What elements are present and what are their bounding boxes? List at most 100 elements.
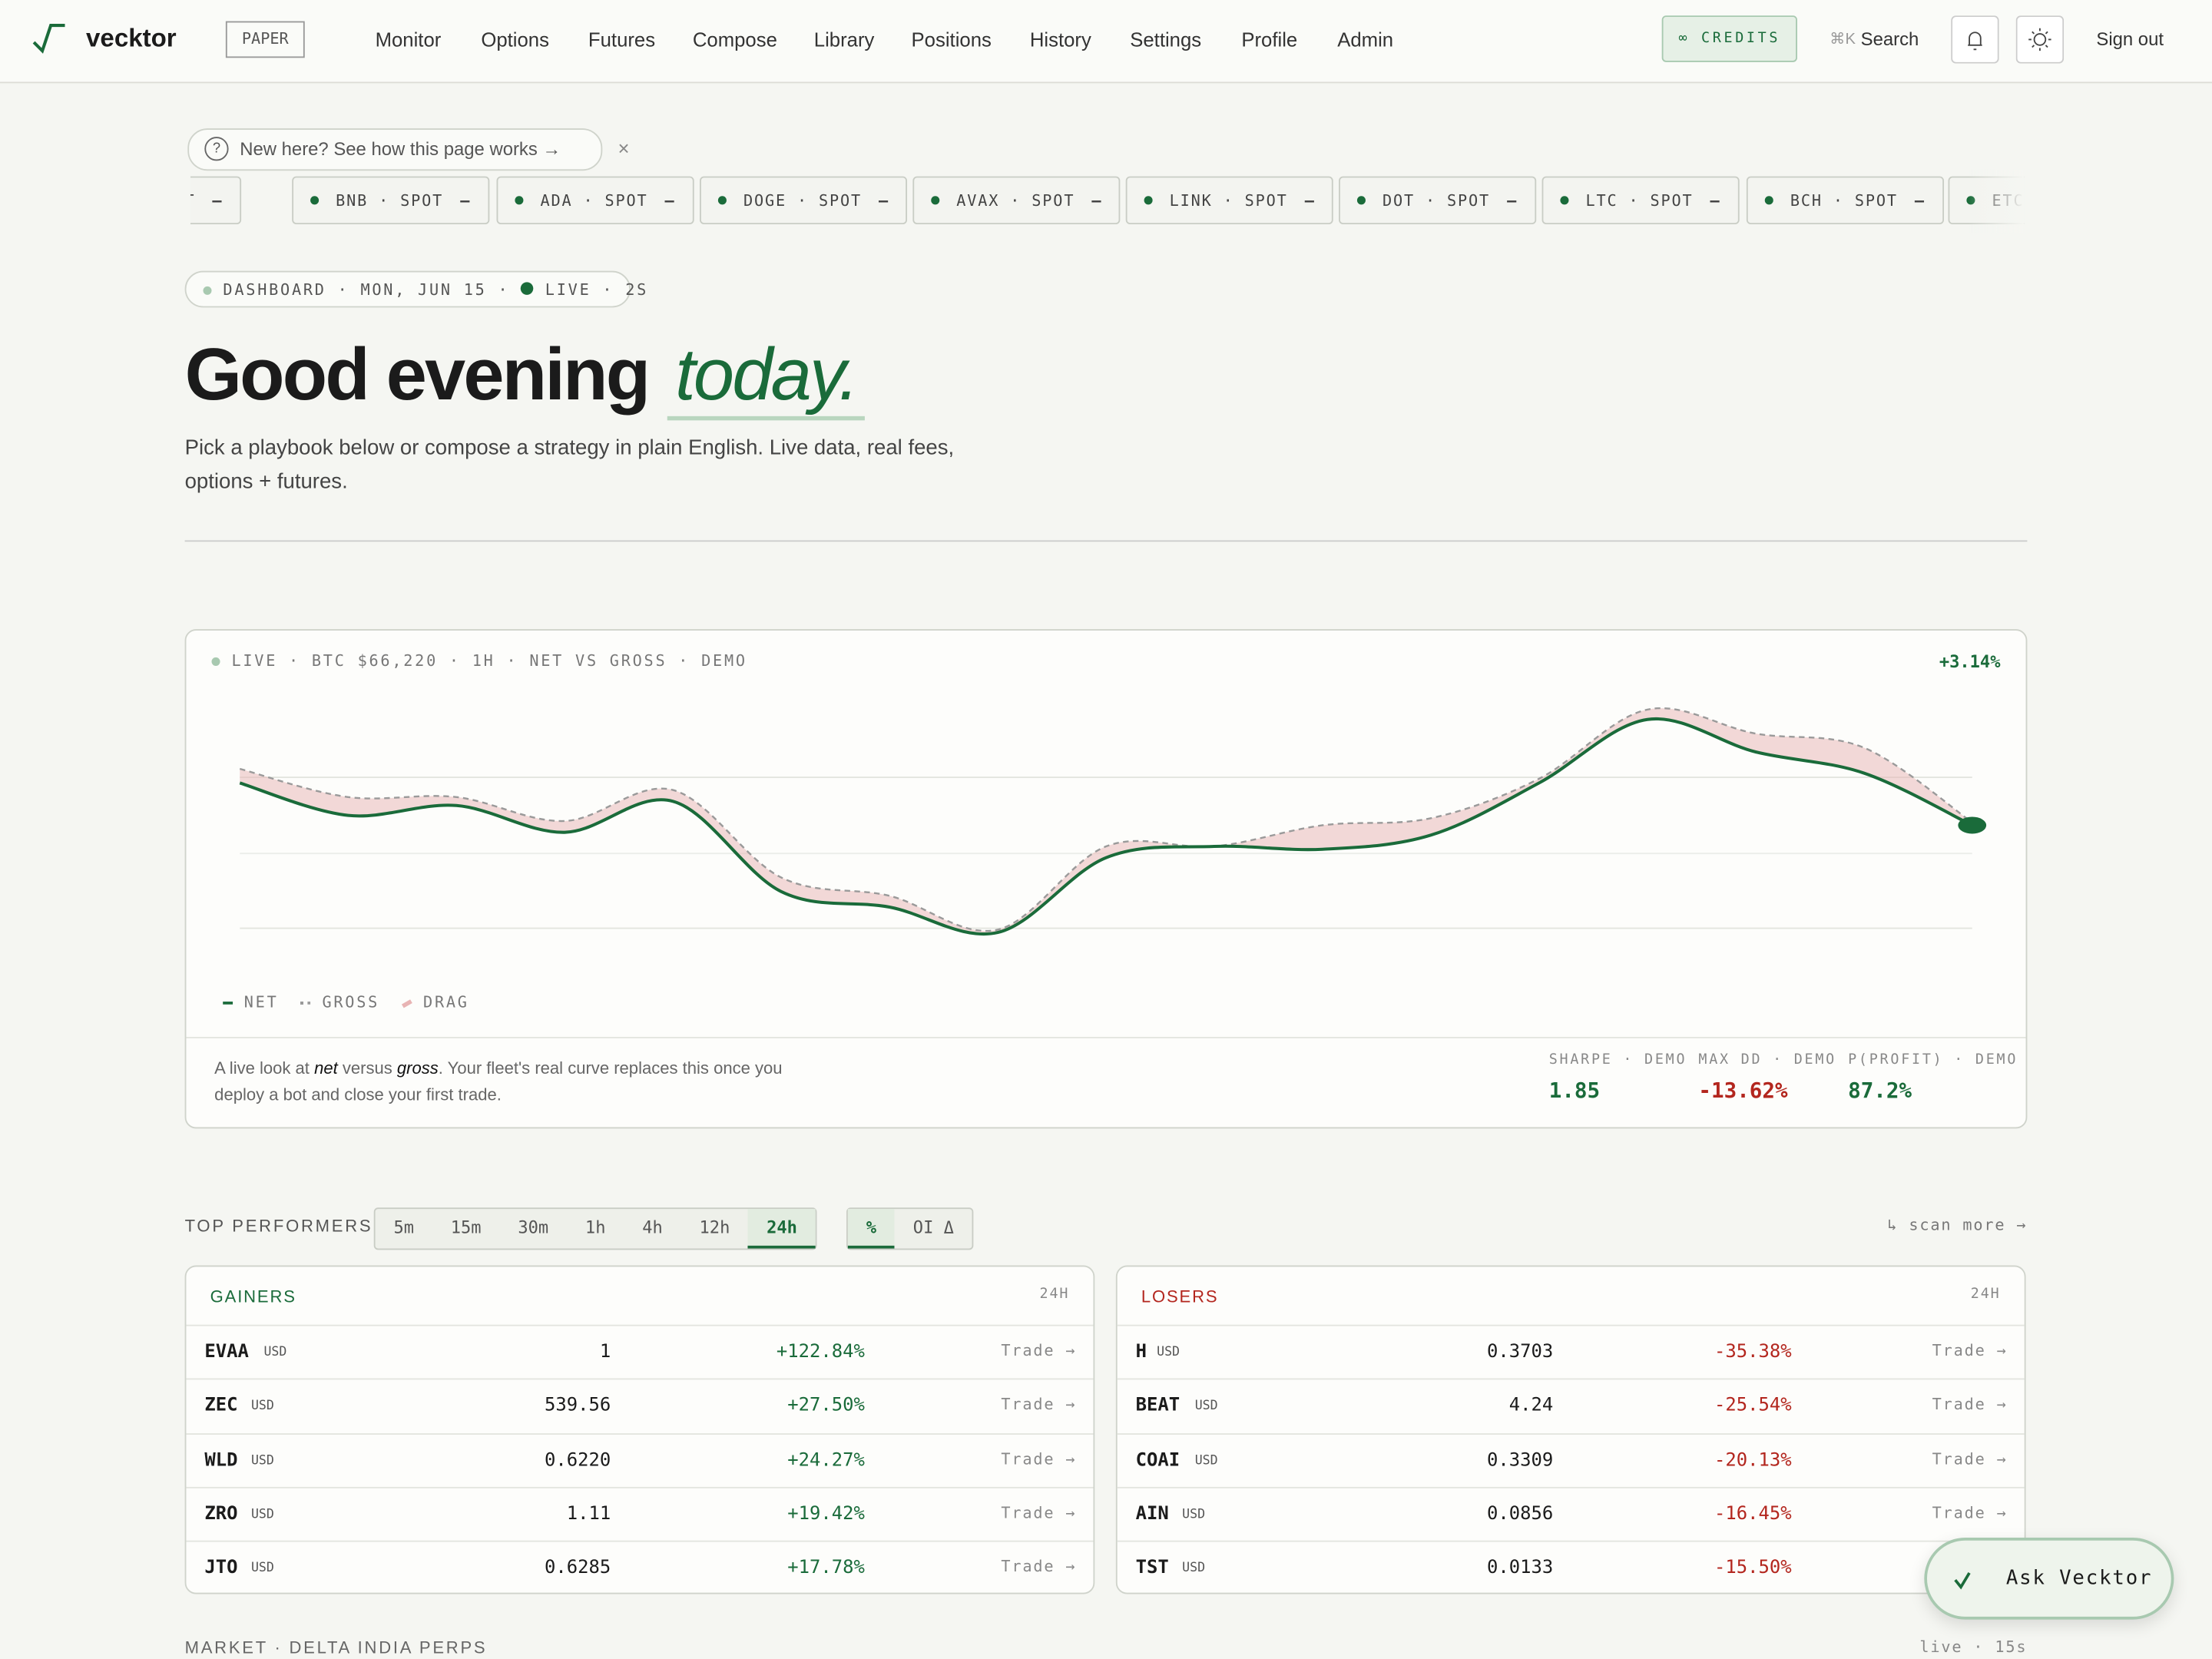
scan-more[interactable]: ↳ scan more → [1887, 1216, 2028, 1235]
section-live: live · 15s [1919, 1637, 2028, 1657]
nav-link[interactable]: Futures [588, 28, 656, 51]
table-row: EVAA USD 1 +122.84% Trade → [186, 1324, 1094, 1380]
quote: USD [1194, 1399, 1218, 1414]
headline-text: Good evening [184, 334, 651, 416]
brand[interactable]: vecktor [86, 24, 177, 52]
change: -16.45% [1714, 1503, 1792, 1525]
ticker-chip[interactable]: BNB · SPOT — [292, 176, 490, 225]
nav-link[interactable]: History [1029, 28, 1091, 51]
timeframe[interactable]: 1h [584, 1217, 606, 1237]
help-pill[interactable]: ? New here? See how this page works → [187, 128, 603, 171]
ticker-chip[interactable]: LTC · SPOT — [1541, 176, 1740, 225]
ticker-label: AVAX · SPOT [956, 190, 1075, 210]
quote: USD [1182, 1561, 1206, 1576]
quote: USD [1182, 1508, 1206, 1522]
ticker-value: — [664, 190, 676, 210]
mode-badge: PAPER [225, 21, 305, 58]
signout[interactable]: Sign out [2096, 28, 2164, 50]
ticker-label: DOT · SPOT [1382, 190, 1491, 210]
bell-button[interactable] [1951, 15, 1999, 64]
timeframe[interactable]: 12h [699, 1217, 730, 1237]
trade-link[interactable]: Trade → [1001, 1396, 1077, 1414]
timeframe[interactable]: 30m [518, 1217, 549, 1237]
nav-link[interactable]: Library [813, 28, 875, 51]
assistant-button[interactable]: Ask Vecktor [1924, 1538, 2174, 1620]
timeframe[interactable]: 24h [748, 1209, 816, 1249]
theme-button[interactable] [2015, 15, 2065, 64]
table-period: 24H [1039, 1286, 1070, 1303]
symbol: COAI [1135, 1449, 1181, 1471]
ticker-chip[interactable]: LINK · SPOT — [1125, 176, 1334, 225]
legend-label: NET [243, 993, 279, 1012]
ticker-chip[interactable]: DOT · SPOT — [1339, 176, 1536, 225]
ticker-value: — [1507, 190, 1518, 210]
change: -15.50% [1714, 1558, 1792, 1579]
ticker-chip[interactable]: AVAX · SPOT — [912, 176, 1121, 225]
timeframe[interactable]: 5m [393, 1217, 414, 1237]
nav-link[interactable]: Settings [1130, 28, 1202, 51]
trade-link[interactable]: Trade → [1001, 1341, 1077, 1360]
price: 0.0133 [1486, 1558, 1554, 1579]
nav-link[interactable]: Positions [911, 28, 992, 51]
price: 0.0856 [1486, 1503, 1554, 1525]
trade-link[interactable]: Trade → [1001, 1449, 1077, 1469]
symbol: ZRO [204, 1503, 238, 1525]
nav-link[interactable]: Options [481, 28, 549, 51]
note-text: versus [337, 1058, 397, 1078]
stat-value: 1.85 [1548, 1078, 1601, 1104]
logo-icon [32, 24, 65, 54]
ticker-chip[interactable]: SPOT — [190, 176, 242, 225]
status-pill: DASHBOARD · MON, JUN 15 · LIVE · 2S [184, 270, 646, 308]
stat-label: P(PROFIT) · DEMO [1848, 1052, 2018, 1068]
assistant-label: Ask Vecktor [2005, 1567, 2153, 1591]
stat-label: SHARPE · DEMO [1548, 1052, 1687, 1068]
mode-toggle[interactable]: % [847, 1209, 895, 1249]
chart-card: LIVE · BTC $66,220 · 1H · NET VS GROSS ·… [184, 629, 2028, 1129]
note-text: . Your fleet's real curve replaces this … [214, 1058, 783, 1105]
nav-link[interactable]: Profile [1241, 28, 1298, 51]
trade-link[interactable]: Trade → [1932, 1449, 2008, 1469]
nav-link[interactable]: Compose [692, 28, 777, 51]
ticker-label: DOGE · SPOT [743, 190, 862, 210]
help-text: New here? See how this page works → [240, 138, 561, 160]
ticker-chip[interactable]: DOGE · SPOT — [700, 176, 908, 225]
ticker-chip[interactable]: ADA · SPOT — [496, 176, 694, 225]
timeframe[interactable]: 4h [642, 1217, 663, 1237]
legend-swatch [401, 998, 412, 1008]
chart-change: +3.14% [1939, 651, 2001, 672]
change: -35.38% [1714, 1341, 1792, 1363]
timeframe[interactable]: 15m [450, 1217, 482, 1237]
change: -20.13% [1714, 1449, 1792, 1471]
mode-toggle[interactable]: OI Δ [912, 1217, 954, 1237]
headline: Good evening today. [184, 333, 866, 421]
help-close[interactable]: × [618, 137, 630, 160]
ticker-value: — [1914, 190, 1926, 210]
credits-button[interactable]: ∞ CREDITS [1661, 15, 1798, 62]
nav-link[interactable]: Monitor [375, 28, 442, 51]
trade-link[interactable]: Trade → [1932, 1503, 2008, 1522]
price: 1.11 [566, 1503, 611, 1525]
quote: USD [1194, 1453, 1218, 1469]
performers-title: TOP PERFORMERS [184, 1216, 373, 1236]
legend-swatch [300, 1002, 311, 1005]
ticker-chip[interactable]: BCH · SPOT — [1746, 176, 1944, 225]
trade-link[interactable]: Trade → [1001, 1503, 1077, 1522]
search-button[interactable]: Search [1860, 28, 1919, 50]
ticker-dot [1356, 196, 1366, 205]
ticker-dot [1144, 196, 1153, 205]
table-row: AIN USD 0.0856 -16.45% Trade → [1117, 1486, 2025, 1542]
help-icon: ? [204, 137, 229, 161]
trade-link[interactable]: Trade → [1932, 1396, 2008, 1414]
nav-link[interactable]: Admin [1337, 28, 1394, 51]
ticker-value: — [460, 190, 472, 210]
trade-link[interactable]: Trade → [1932, 1341, 2008, 1360]
change: -25.54% [1714, 1396, 1792, 1417]
legend-item: DRAG [401, 993, 469, 1012]
symbol: TST [1135, 1558, 1169, 1579]
quote: USD [250, 1561, 274, 1576]
change: +27.50% [787, 1396, 865, 1417]
quote: USD [250, 1399, 274, 1414]
trade-link[interactable]: Trade → [1001, 1558, 1077, 1576]
section-title: MARKET · DELTA INDIA PERPS [184, 1637, 488, 1658]
